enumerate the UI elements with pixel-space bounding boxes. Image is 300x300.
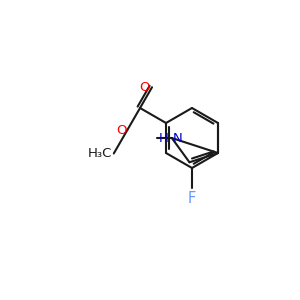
Text: F: F [188,191,196,206]
Text: N: N [173,131,183,145]
Text: O: O [140,81,150,94]
Text: O: O [116,124,126,136]
Text: H: H [159,131,169,145]
Text: H₃C: H₃C [87,147,112,160]
